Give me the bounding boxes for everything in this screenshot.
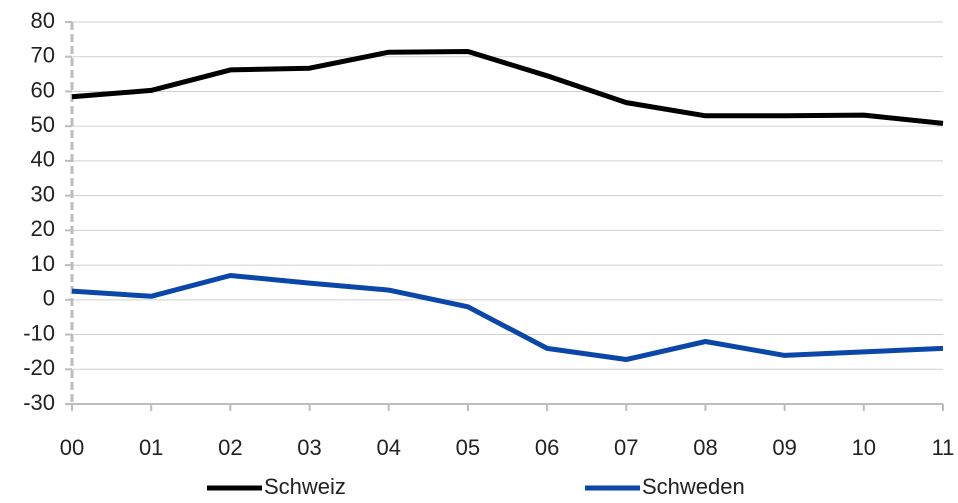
x-tick-label: 10: [852, 435, 876, 460]
y-tick-label: 70: [31, 43, 55, 68]
y-tick-label: -10: [23, 320, 55, 345]
x-tick-label: 08: [693, 435, 717, 460]
series-line: [71, 273, 944, 362]
x-tick-label: 00: [60, 435, 84, 460]
legend-label: Schweiz: [264, 474, 346, 499]
y-tick-label: 10: [31, 251, 55, 276]
x-tick-label: 07: [614, 435, 638, 460]
y-tick-label: -30: [23, 390, 55, 415]
x-tick-label: 01: [139, 435, 163, 460]
series-line: [71, 49, 944, 126]
y-tick-label: -20: [23, 355, 55, 380]
y-tick-label: 60: [31, 77, 55, 102]
y-tick-label: 80: [31, 8, 55, 33]
x-tick-label: 06: [535, 435, 559, 460]
y-tick-label: 50: [31, 112, 55, 137]
x-tick-label: 11: [932, 435, 955, 460]
y-tick-label: 20: [31, 216, 55, 241]
x-tick-label: 09: [772, 435, 796, 460]
legend-label: Schweden: [642, 474, 745, 499]
x-tick-label: 02: [218, 435, 242, 460]
x-tick-label: 05: [456, 435, 480, 460]
y-tick-label: 40: [31, 147, 55, 172]
x-tick-label: 04: [376, 435, 400, 460]
x-tick-label: 03: [297, 435, 321, 460]
y-tick-label: 30: [31, 181, 55, 206]
y-tick-label: 0: [43, 286, 55, 311]
